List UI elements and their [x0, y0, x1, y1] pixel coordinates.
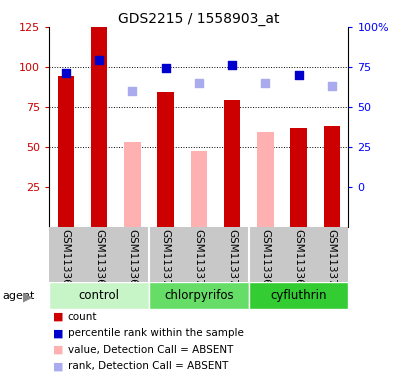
- Point: [195, 80, 202, 86]
- Bar: [256, 132, 273, 227]
- Point: [129, 88, 135, 94]
- Bar: [148, 282, 248, 309]
- Text: ■: ■: [53, 312, 64, 322]
- Text: value, Detection Call = ABSENT: value, Detection Call = ABSENT: [67, 345, 232, 355]
- Text: rank, Detection Call = ABSENT: rank, Detection Call = ABSENT: [67, 361, 227, 371]
- Bar: [190, 151, 207, 227]
- Text: count: count: [67, 312, 97, 322]
- Bar: [323, 126, 339, 227]
- Bar: [157, 93, 173, 227]
- Point: [294, 72, 301, 78]
- Text: cyfluthrin: cyfluthrin: [270, 289, 326, 302]
- Bar: [248, 282, 348, 309]
- Text: ▶: ▶: [23, 290, 33, 303]
- Text: GSM113370: GSM113370: [326, 229, 336, 293]
- Title: GDS2215 / 1558903_at: GDS2215 / 1558903_at: [118, 12, 279, 26]
- Text: ■: ■: [53, 345, 64, 355]
- Point: [162, 65, 169, 71]
- Text: chlorpyrifos: chlorpyrifos: [164, 289, 233, 302]
- Text: GSM113367: GSM113367: [127, 229, 137, 293]
- Point: [328, 83, 334, 89]
- Text: ■: ■: [53, 328, 64, 338]
- Bar: [90, 27, 107, 227]
- Point: [63, 70, 69, 76]
- Text: GSM113369: GSM113369: [293, 229, 303, 293]
- Text: agent: agent: [2, 291, 34, 301]
- Text: GSM113371: GSM113371: [160, 229, 170, 293]
- Point: [96, 57, 102, 63]
- Text: GSM113373: GSM113373: [227, 229, 236, 293]
- Bar: [49, 282, 148, 309]
- Text: control: control: [79, 289, 119, 302]
- Bar: [223, 100, 240, 227]
- Bar: [290, 127, 306, 227]
- Text: GSM113365: GSM113365: [61, 229, 71, 293]
- Text: percentile rank within the sample: percentile rank within the sample: [67, 328, 243, 338]
- Point: [261, 80, 268, 86]
- Text: GSM113366: GSM113366: [94, 229, 104, 293]
- Bar: [57, 76, 74, 227]
- Text: GSM113368: GSM113368: [260, 229, 270, 293]
- Point: [228, 62, 235, 68]
- Bar: [124, 142, 140, 227]
- Text: ■: ■: [53, 361, 64, 371]
- Text: GSM113372: GSM113372: [193, 229, 203, 293]
